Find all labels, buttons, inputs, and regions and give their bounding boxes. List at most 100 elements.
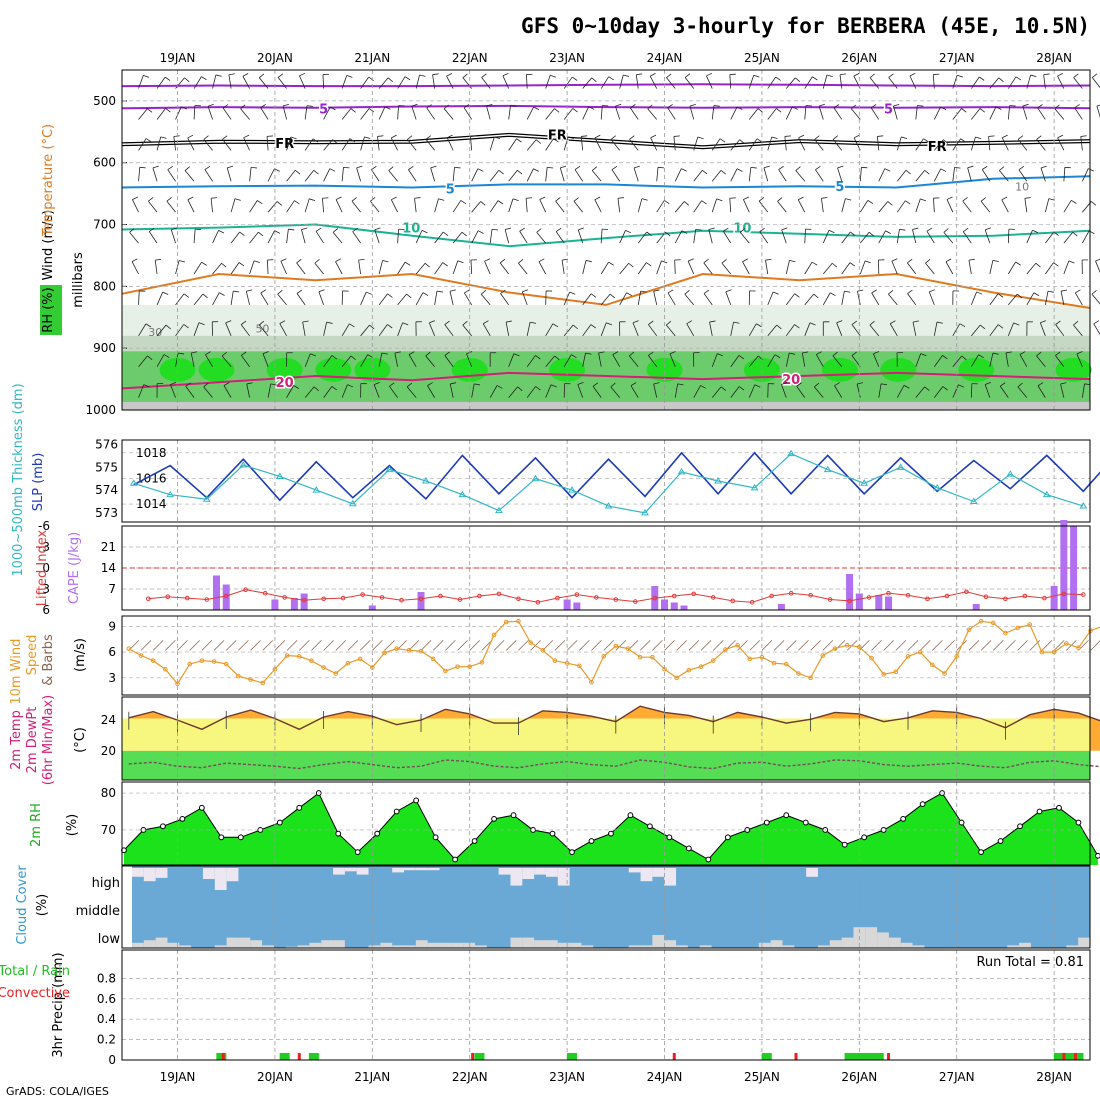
wind-barb-flag <box>233 290 240 293</box>
wind-barb-flag <box>581 135 588 137</box>
wind-barb <box>703 293 713 306</box>
cloud-high-gap <box>806 868 818 877</box>
wind-barb-flag <box>880 383 888 386</box>
wind-barb <box>785 293 795 306</box>
temp-unit: (°C) <box>73 727 88 753</box>
cloud-low-bar <box>900 942 913 948</box>
wind-barb-flag <box>867 200 874 204</box>
wind-barb <box>674 230 683 244</box>
wind-barb <box>980 201 991 213</box>
wind-barb-flag <box>203 382 209 388</box>
wind-barb <box>693 200 703 213</box>
wind-barb-10m <box>968 640 980 651</box>
wind-barb <box>669 353 676 367</box>
legend-convective: Convective <box>0 986 70 1001</box>
wind-barb <box>1080 136 1083 151</box>
wind-barb-flag <box>1040 165 1047 169</box>
wind-barb-10m <box>542 640 554 651</box>
wind-barb-flag <box>296 289 303 294</box>
wind-speed-point <box>662 666 667 672</box>
cloud-low-bar <box>912 945 925 948</box>
wind-barb-flag <box>811 261 818 266</box>
wind-barb-flag <box>851 104 857 110</box>
date-label-bottom: 21JAN <box>354 1070 390 1084</box>
wind-barb-flag <box>1022 103 1029 107</box>
wind-barb-flag <box>795 77 801 82</box>
wind-barb <box>397 76 406 89</box>
wind-barb-flag <box>258 320 265 326</box>
wind-barb-flag <box>1074 104 1080 109</box>
cloud-high-gap <box>344 868 357 872</box>
wind-barb-flag <box>550 384 557 388</box>
wind-barb-10m <box>566 640 578 651</box>
wind-barb-flag <box>331 386 338 391</box>
wind-barb-flag <box>625 229 632 234</box>
slp-line <box>133 451 1100 502</box>
wind-barb <box>286 170 296 182</box>
wind-barb <box>1091 77 1100 89</box>
wind-barb <box>653 291 658 305</box>
wind-barb-flag <box>464 289 470 294</box>
rh-point <box>549 830 556 837</box>
wind-barb <box>242 76 250 89</box>
wind-barb <box>693 229 697 244</box>
wind-barb <box>258 324 269 337</box>
wind-barb-flag <box>183 293 190 298</box>
wind-barb-flag <box>703 289 710 294</box>
lifted-index-point <box>710 595 716 600</box>
wind-barb <box>896 229 900 244</box>
wind-barb <box>711 105 715 120</box>
wind-speed-point <box>686 667 692 673</box>
wind-barb-flag <box>228 73 235 76</box>
wind-barb <box>245 291 250 306</box>
wind-barb <box>1044 291 1049 305</box>
wind-barb-flag <box>1091 73 1098 78</box>
wind-barb-flag <box>920 353 927 357</box>
wind-barb-flag <box>578 227 585 231</box>
wind-barb <box>648 355 658 367</box>
legend-precip: 3hr Precip (mm) <box>51 952 66 1057</box>
wind-barb <box>563 354 572 367</box>
wind-barb <box>427 385 435 398</box>
isotherm-line <box>121 223 1091 248</box>
wind-barb-flag <box>776 324 782 330</box>
wind-barb-flag <box>139 166 146 169</box>
wind-barb-flag <box>257 200 263 205</box>
wind-barb <box>267 201 278 213</box>
wind-barb <box>859 231 870 244</box>
date-label-top: 24JAN <box>647 51 683 65</box>
wind-barb-flag <box>1047 290 1054 293</box>
wind-barb <box>518 262 528 275</box>
wind-barb-flag <box>461 231 467 237</box>
legend-wind: Wind (m/s) <box>41 210 56 281</box>
wind-speed-point <box>175 681 180 687</box>
wind-barb <box>536 232 546 244</box>
wind-barb-flag <box>240 320 247 325</box>
wind-barb <box>693 385 701 398</box>
wind-barb <box>286 136 292 151</box>
wind-barb-flag <box>262 351 269 355</box>
wind-barb-flag <box>438 198 445 201</box>
wind-barb-flag <box>812 76 818 81</box>
wind-barb <box>1037 385 1046 398</box>
wind-barb <box>212 74 217 89</box>
wind-barb-flag <box>784 135 791 137</box>
wind-barb <box>666 77 676 89</box>
rh-shade-surface <box>122 402 1090 410</box>
date-label-top: 20JAN <box>257 51 293 65</box>
wind-speed-point <box>540 648 546 653</box>
wind-speed-point <box>199 658 205 663</box>
legend-total-rain: Total / Rain <box>0 964 70 979</box>
wind-barb-10m <box>408 640 420 651</box>
wind-barb-flag <box>552 323 559 328</box>
wind-speed-point <box>783 661 789 667</box>
cape-bar <box>875 595 883 610</box>
wind-barb <box>318 291 324 306</box>
wind-barb <box>266 260 269 275</box>
precip-convective-bar <box>794 1052 798 1060</box>
wind-barb <box>563 136 569 151</box>
wind-barb <box>725 291 732 306</box>
wind-speed-point <box>857 644 862 650</box>
wind-barb-flag <box>831 262 838 268</box>
wind-barb-10m <box>250 640 261 651</box>
